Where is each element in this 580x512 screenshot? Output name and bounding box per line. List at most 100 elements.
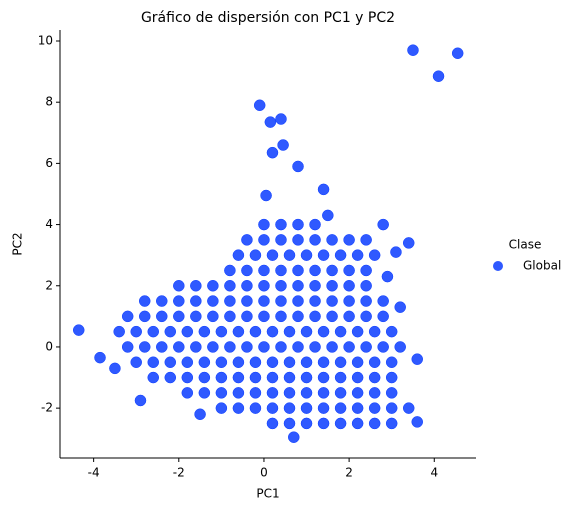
point xyxy=(258,264,270,277)
point xyxy=(343,310,355,323)
point xyxy=(121,341,134,353)
point xyxy=(317,249,330,261)
point xyxy=(224,341,236,353)
point xyxy=(164,371,177,384)
point xyxy=(181,325,194,338)
point xyxy=(343,280,355,292)
point xyxy=(451,47,464,60)
legend-label: Global xyxy=(523,259,561,273)
point xyxy=(266,356,279,368)
point xyxy=(368,417,381,430)
point xyxy=(173,341,185,353)
point xyxy=(198,325,211,338)
point xyxy=(292,160,304,173)
point xyxy=(190,310,202,323)
point xyxy=(147,356,159,368)
x-axis-label: PC1 xyxy=(256,487,279,501)
point xyxy=(241,295,253,307)
point xyxy=(264,116,277,128)
point xyxy=(309,218,321,231)
point xyxy=(334,402,347,414)
point xyxy=(334,387,347,399)
y-axis-label: PC2 xyxy=(11,232,25,255)
point xyxy=(215,325,228,338)
point xyxy=(292,280,304,292)
point xyxy=(241,310,253,323)
point xyxy=(207,280,219,292)
point xyxy=(215,387,228,399)
point xyxy=(138,341,151,353)
x-tick-label: 0 xyxy=(260,466,268,480)
point xyxy=(334,371,347,384)
point xyxy=(207,295,219,307)
point xyxy=(343,234,355,246)
point xyxy=(402,237,415,249)
point xyxy=(241,280,253,292)
x-tick-label: -4 xyxy=(88,466,100,480)
point xyxy=(385,371,398,384)
point xyxy=(377,341,389,353)
point xyxy=(241,264,253,277)
point xyxy=(360,234,372,246)
point xyxy=(292,295,304,307)
point xyxy=(224,295,236,307)
point xyxy=(360,295,372,307)
point xyxy=(351,417,364,430)
point xyxy=(258,295,270,307)
point xyxy=(275,264,287,277)
point xyxy=(309,264,321,277)
point xyxy=(258,341,270,353)
point xyxy=(368,249,381,261)
point xyxy=(360,264,372,277)
point xyxy=(207,341,219,353)
point xyxy=(241,234,253,246)
point xyxy=(190,341,202,353)
point xyxy=(368,325,381,338)
point xyxy=(343,295,355,307)
point xyxy=(377,310,389,323)
point xyxy=(266,402,279,414)
legend-marker xyxy=(493,261,503,271)
point xyxy=(381,270,394,283)
point xyxy=(292,218,304,231)
y-tick-label: 0 xyxy=(45,339,53,353)
point xyxy=(181,371,194,384)
point xyxy=(351,402,364,414)
point xyxy=(72,324,85,336)
point xyxy=(317,387,330,399)
point xyxy=(232,249,245,261)
point xyxy=(300,371,313,384)
point xyxy=(292,264,304,277)
point xyxy=(385,417,398,430)
point xyxy=(292,234,304,246)
point xyxy=(283,371,296,384)
point xyxy=(334,356,347,368)
point xyxy=(156,295,168,307)
point xyxy=(94,351,106,364)
point xyxy=(432,70,445,82)
point xyxy=(317,371,330,384)
point xyxy=(351,371,364,384)
point xyxy=(275,113,287,125)
point xyxy=(266,325,279,338)
point xyxy=(224,264,236,277)
x-tick-label: -2 xyxy=(173,466,185,480)
point xyxy=(232,356,245,368)
point xyxy=(351,325,364,338)
point xyxy=(275,234,287,246)
point xyxy=(360,310,372,323)
point xyxy=(317,183,330,196)
point xyxy=(317,402,330,414)
point xyxy=(173,310,185,323)
point xyxy=(194,408,206,421)
point xyxy=(326,264,338,277)
point xyxy=(130,325,142,338)
point xyxy=(258,280,270,292)
point xyxy=(266,417,279,430)
point xyxy=(334,417,347,430)
point xyxy=(334,325,347,338)
point xyxy=(300,402,313,414)
point xyxy=(258,218,270,231)
y-tick-label: 10 xyxy=(38,34,53,48)
